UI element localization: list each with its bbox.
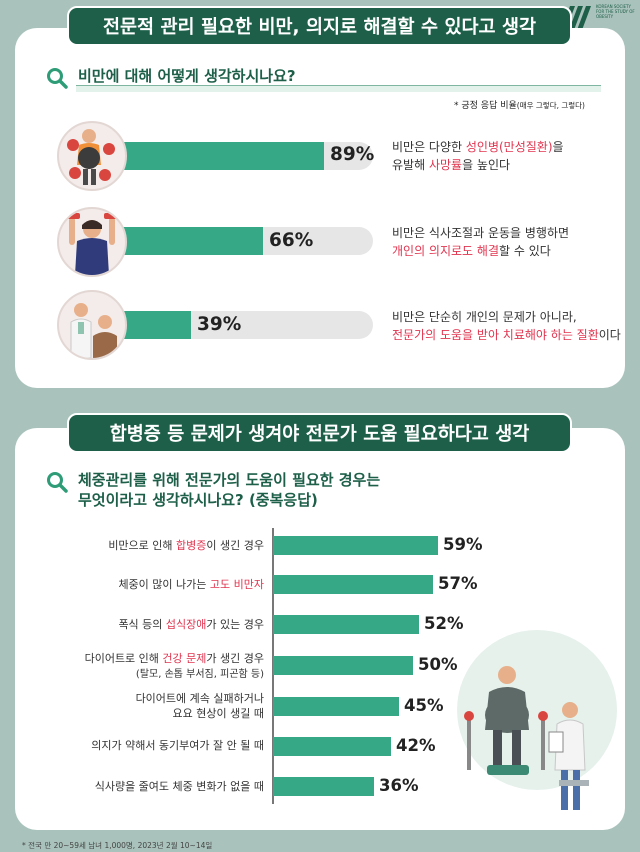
bar-value-label: 39% [197, 314, 242, 335]
bar-value-label: 89% [330, 144, 375, 165]
bar-value-label: 36% [379, 776, 419, 795]
bar [273, 697, 399, 716]
section2-question: 체중관리를 위해 전문가의 도움이 필요한 경우는 무엇이라고 생각하시나요? … [46, 470, 380, 510]
illustration-circle [57, 207, 127, 277]
bar-value-label: 59% [443, 535, 483, 554]
bar-value-label: 66% [269, 230, 314, 251]
exercising-person-icon [64, 213, 120, 275]
magnifier-icon [47, 472, 68, 493]
magnifier-icon [47, 68, 68, 89]
category-label: 다이어트로 인해 건강 문제가 생긴 경우 (탈모, 손톱 부서짐, 피곤함 등) [84, 652, 264, 680]
chart-axis [272, 528, 274, 804]
question-text: 비만에 대해 어떻게 생각하시나요? [78, 67, 296, 85]
response-note: * 긍정 응답 비율(매우 그렇다, 그렇다) [454, 101, 585, 111]
category-label: 의지가 약해서 동기부여가 잘 안 될 때 [91, 739, 264, 752]
bar [273, 575, 433, 594]
statement-text: 비만은 식사조절과 운동을 병행하면 개인의 의지로도 해결할 수 있다 [392, 226, 570, 258]
sick-person-icon [67, 129, 115, 185]
bar [273, 536, 438, 555]
category-label: 다이어트에 계속 실패하거나 요요 현상이 생길 때 [135, 692, 264, 720]
bar-value-label: 57% [438, 574, 478, 593]
bar-value-label: 45% [404, 696, 444, 715]
section2-title: 합병증 등 문제가 생겨야 전문가 도움 필요하다고 생각 [67, 413, 572, 453]
question-underline [76, 85, 601, 92]
bar-value-label: 50% [418, 655, 458, 674]
doctor-patient-icon [70, 303, 117, 358]
survey-footnote: * 전국 만 20~59세 남녀 1,000명, 2023년 2월 10~14일 [22, 841, 213, 850]
bar [273, 615, 419, 634]
logo-text: KOREAN SOCIETY FOR THE STUDY OF OBESITY [596, 4, 635, 19]
bar-value-label: 52% [424, 614, 464, 633]
bar [273, 737, 391, 756]
statement-text: 비만은 다양한 성인병(만성질환)을 유발해 사망률을 높인다 [392, 140, 564, 172]
category-label: 식사량을 줄여도 체중 변화가 없을 때 [94, 780, 264, 793]
bar [273, 656, 413, 675]
question-line2: 무엇이라고 생각하시나요? (중복응답) [78, 491, 318, 509]
section1-title: 전문적 관리 필요한 비만, 의지로 해결할 수 있다고 생각 [67, 6, 572, 46]
bar-fill [108, 142, 324, 170]
bar-fill [108, 227, 263, 255]
bar [273, 777, 374, 796]
bar-value-label: 42% [396, 736, 436, 755]
illustration-circle [57, 121, 127, 191]
weigh-in-illustration [457, 630, 617, 810]
question-line1: 체중관리를 위해 전문가의 도움이 필요한 경우는 [78, 471, 381, 489]
statement-text: 비만은 단순히 개인의 문제가 아니라, 전문가의 도움을 받아 치료해야 하는… [392, 310, 621, 342]
category-label: 폭식 등의 섭식장애가 있는 경우 [118, 618, 264, 631]
category-label: 비만으로 인해 합병증이 생긴 경우 [108, 539, 264, 552]
illustration-circle [57, 290, 127, 360]
category-label: 체중이 많이 나가는 고도 비만자 [118, 578, 264, 591]
section1-question: 비만에 대해 어떻게 생각하시나요? [46, 66, 296, 89]
